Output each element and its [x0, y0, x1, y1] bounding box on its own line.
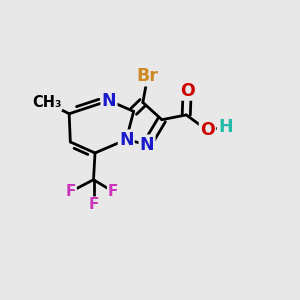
Text: F: F	[108, 184, 118, 199]
Text: O: O	[200, 122, 215, 140]
Text: CH₃: CH₃	[32, 95, 61, 110]
Text: H: H	[218, 118, 232, 136]
Text: N: N	[102, 92, 116, 110]
Text: F: F	[88, 197, 99, 212]
Text: N: N	[119, 130, 134, 148]
Text: N: N	[140, 136, 154, 154]
Text: O: O	[180, 82, 194, 100]
Text: Br: Br	[137, 67, 159, 85]
Text: F: F	[65, 184, 76, 199]
